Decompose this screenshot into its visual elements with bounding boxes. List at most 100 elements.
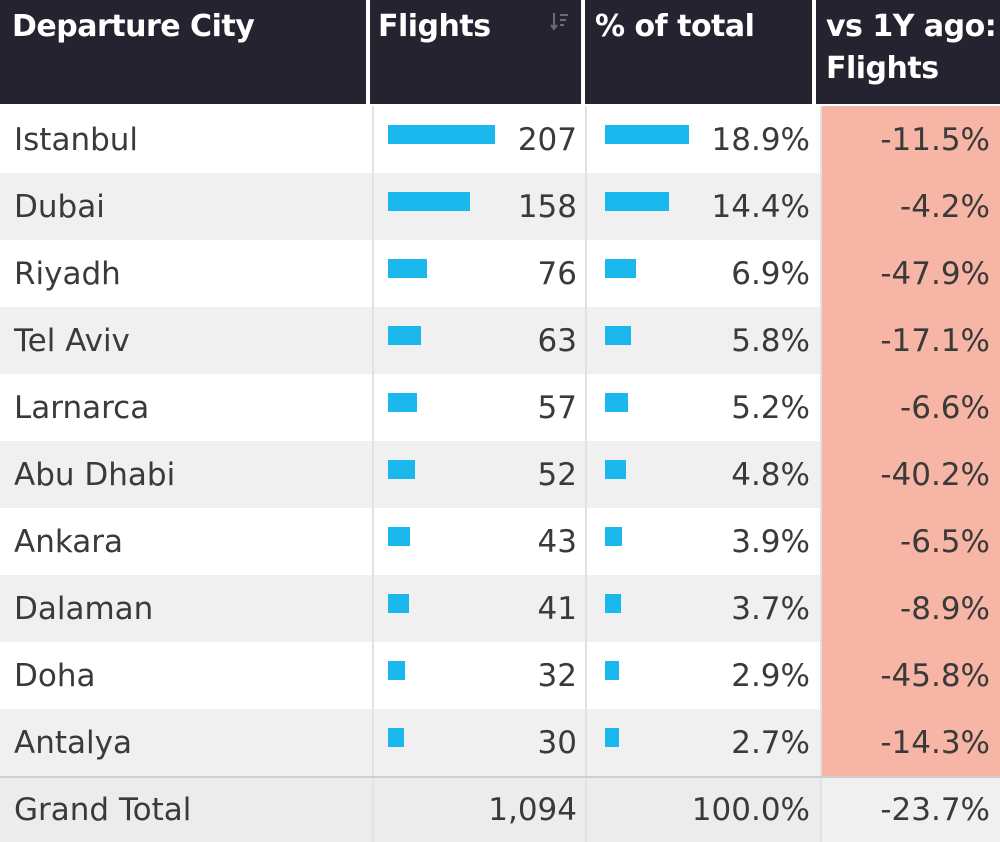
vs-1y-ago-cell: -8.9%: [822, 575, 1000, 642]
departure-city-cell: Dubai: [0, 173, 374, 240]
pct-of-total-value: 3.9%: [731, 523, 810, 560]
pct-of-total-cell: 3.7%: [587, 575, 822, 642]
vs-1y-ago-cell: -45.8%: [822, 642, 1000, 709]
pct-of-total-bar: [605, 125, 689, 144]
column-header-vs-1y-ago[interactable]: vs 1Y ago: Flights: [816, 0, 1000, 104]
flights-cell: 207: [374, 106, 587, 173]
flights-cell: 158: [374, 173, 587, 240]
flights-value: 63: [537, 322, 577, 359]
grand-total-pct-value: 100.0%: [691, 792, 810, 828]
pct-of-total-cell: 5.2%: [587, 374, 822, 441]
table-row[interactable]: Larnarca 57 5.2% -6.6%: [0, 374, 1000, 441]
pct-of-total-value: 18.9%: [711, 121, 810, 158]
pct-of-total-bar: [605, 728, 619, 747]
flights-value: 52: [537, 456, 577, 493]
pct-of-total-cell: 3.9%: [587, 508, 822, 575]
pct-of-total-bar: [605, 460, 626, 479]
departure-city-cell: Ankara: [0, 508, 374, 575]
table-row[interactable]: Doha 32 2.9% -45.8%: [0, 642, 1000, 709]
pct-of-total-bar: [605, 393, 628, 412]
column-header-departure-city[interactable]: Departure City: [0, 0, 370, 104]
pct-of-total-value: 2.7%: [731, 724, 810, 761]
flights-bar: [388, 594, 409, 613]
vs-1y-ago-cell: -40.2%: [822, 441, 1000, 508]
column-header-flights-label: Flights: [378, 9, 491, 44]
table-row[interactable]: Dalaman 41 3.7% -8.9%: [0, 575, 1000, 642]
flights-value: 43: [537, 523, 577, 560]
sort-descending-icon[interactable]: [549, 10, 569, 32]
vs-1y-ago-cell: -4.2%: [822, 173, 1000, 240]
table-row[interactable]: Dubai 158 14.4% -4.2%: [0, 173, 1000, 240]
flights-cell: 30: [374, 709, 587, 776]
grand-total-label: Grand Total: [0, 778, 374, 842]
departure-city-cell: Riyadh: [0, 240, 374, 307]
pct-of-total-cell: 2.9%: [587, 642, 822, 709]
grand-total-flights-value: 1,094: [488, 792, 577, 828]
pct-of-total-value: 4.8%: [731, 456, 810, 493]
table-row[interactable]: Riyadh 76 6.9% -47.9%: [0, 240, 1000, 307]
flights-bar: [388, 460, 415, 479]
pct-of-total-bar: [605, 594, 621, 613]
pct-of-total-cell: 2.7%: [587, 709, 822, 776]
vs-1y-ago-cell: -17.1%: [822, 307, 1000, 374]
vs-1y-ago-cell: -6.5%: [822, 508, 1000, 575]
departure-city-cell: Larnarca: [0, 374, 374, 441]
flights-bar: [388, 661, 405, 680]
pct-of-total-value: 2.9%: [731, 657, 810, 694]
table-row[interactable]: Istanbul 207 18.9% -11.5%: [0, 106, 1000, 173]
pct-of-total-bar: [605, 661, 619, 680]
grand-total-vs1y: -23.7%: [822, 778, 1000, 842]
pct-of-total-bar: [605, 326, 631, 345]
pct-of-total-bar: [605, 259, 636, 278]
table-row[interactable]: Antalya 30 2.7% -14.3%: [0, 709, 1000, 776]
pct-of-total-value: 3.7%: [731, 590, 810, 627]
vs-1y-ago-cell: -6.6%: [822, 374, 1000, 441]
flights-bar: [388, 393, 417, 412]
flights-value: 30: [537, 724, 577, 761]
pct-of-total-bar: [605, 527, 622, 546]
flights-cell: 43: [374, 508, 587, 575]
pct-of-total-value: 14.4%: [711, 188, 810, 225]
flights-cell: 76: [374, 240, 587, 307]
column-header-flights[interactable]: Flights: [370, 0, 585, 104]
pct-of-total-cell: 14.4%: [587, 173, 822, 240]
flights-bar: [388, 125, 495, 144]
departure-city-cell: Doha: [0, 642, 374, 709]
departure-city-cell: Antalya: [0, 709, 374, 776]
departure-city-cell: Abu Dhabi: [0, 441, 374, 508]
grand-total-pct: 100.0%: [587, 778, 822, 842]
flights-value: 207: [517, 121, 577, 158]
flights-value: 57: [537, 389, 577, 426]
grand-total-flights: 1,094: [374, 778, 587, 842]
flights-bar: [388, 259, 427, 278]
vs-1y-ago-cell: -47.9%: [822, 240, 1000, 307]
pct-of-total-bar: [605, 192, 669, 211]
column-header-pct-of-total[interactable]: % of total: [585, 0, 816, 104]
table-row[interactable]: Abu Dhabi 52 4.8% -40.2%: [0, 441, 1000, 508]
flights-bar: [388, 192, 470, 211]
flights-cell: 57: [374, 374, 587, 441]
pct-of-total-value: 5.2%: [731, 389, 810, 426]
grand-total-row: Grand Total 1,094 100.0% -23.7%: [0, 776, 1000, 842]
table-row[interactable]: Tel Aviv 63 5.8% -17.1%: [0, 307, 1000, 374]
flights-cell: 41: [374, 575, 587, 642]
flights-value: 158: [517, 188, 577, 225]
table-header: Departure City Flights % of total vs 1Y …: [0, 0, 1000, 104]
vs-1y-ago-cell: -14.3%: [822, 709, 1000, 776]
flights-bar: [388, 326, 421, 345]
table-row[interactable]: Ankara 43 3.9% -6.5%: [0, 508, 1000, 575]
flights-value: 76: [537, 255, 577, 292]
flights-cell: 32: [374, 642, 587, 709]
pct-of-total-value: 5.8%: [731, 322, 810, 359]
pct-of-total-cell: 4.8%: [587, 441, 822, 508]
table-body: Istanbul 207 18.9% -11.5% Dubai 158 14.4% -4.2%…: [0, 106, 1000, 776]
pct-of-total-cell: 18.9%: [587, 106, 822, 173]
flights-value: 41: [537, 590, 577, 627]
flights-value: 32: [537, 657, 577, 694]
pct-of-total-cell: 5.8%: [587, 307, 822, 374]
pct-of-total-value: 6.9%: [731, 255, 810, 292]
vs-1y-ago-cell: -11.5%: [822, 106, 1000, 173]
pct-of-total-cell: 6.9%: [587, 240, 822, 307]
departure-city-cell: Dalaman: [0, 575, 374, 642]
